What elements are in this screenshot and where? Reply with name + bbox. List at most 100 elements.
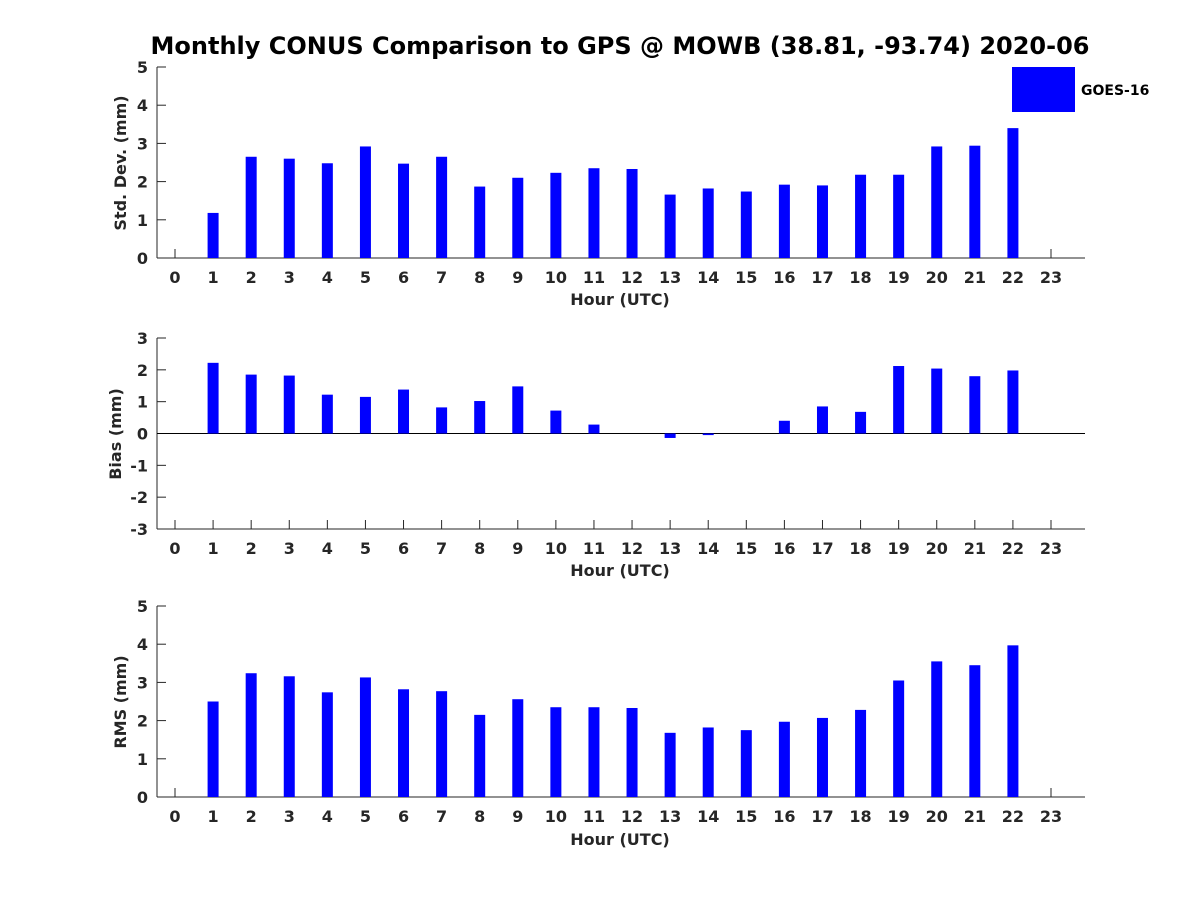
bar-hour-14 [702, 727, 714, 797]
x-tick-label: 1 [208, 539, 219, 558]
bar-hour-12 [626, 707, 638, 797]
x-tick-label: 18 [849, 539, 871, 558]
x-tick-label: 3 [284, 539, 295, 558]
y-tick-label: 0 [137, 425, 148, 444]
bar-hour-9 [512, 177, 524, 258]
x-axis-label: Hour (UTC) [570, 830, 670, 849]
x-tick-label: 15 [735, 268, 757, 287]
bar-hour-18 [855, 709, 867, 797]
x-tick-label: 3 [284, 268, 295, 287]
bar-hour-21 [969, 665, 981, 797]
x-tick-label: 14 [697, 268, 719, 287]
bar-hour-10 [550, 172, 562, 258]
x-tick-label: 16 [773, 539, 795, 558]
y-tick-label: 4 [137, 96, 148, 115]
bar-hour-7 [436, 691, 448, 797]
x-axis-label: Hour (UTC) [570, 290, 670, 309]
bar-hour-16 [778, 420, 790, 434]
x-tick-label: 16 [773, 268, 795, 287]
bar-hour-18 [855, 411, 867, 434]
x-tick-label: 4 [322, 268, 333, 287]
x-tick-label: 9 [512, 268, 523, 287]
x-tick-label: 2 [246, 807, 257, 826]
x-tick-label: 0 [169, 539, 180, 558]
bar-hour-20 [931, 368, 943, 434]
y-tick-label: 2 [137, 361, 148, 380]
y-tick-label: -2 [130, 488, 148, 507]
x-tick-label: 3 [284, 807, 295, 826]
legend-swatch [1012, 67, 1075, 112]
x-tick-label: 7 [436, 807, 447, 826]
x-tick-label: 11 [583, 807, 605, 826]
bar-hour-12 [626, 168, 638, 258]
x-tick-label: 5 [360, 539, 371, 558]
y-axis-label: Std. Dev. (mm) [111, 95, 130, 230]
x-tick-label: 10 [545, 268, 567, 287]
bar-hour-13 [664, 194, 676, 258]
x-tick-label: 6 [398, 807, 409, 826]
bar-hour-8 [474, 186, 486, 258]
bar-hour-13 [664, 732, 676, 797]
bar-hour-21 [969, 145, 981, 258]
x-tick-label: 19 [888, 539, 910, 558]
y-tick-label: 3 [137, 134, 148, 153]
x-tick-label: 21 [964, 807, 986, 826]
x-tick-label: 2 [246, 539, 257, 558]
chart-title: Monthly CONUS Comparison to GPS @ MOWB (… [151, 32, 1090, 60]
x-tick-label: 1 [208, 268, 219, 287]
x-tick-label: 8 [474, 268, 485, 287]
bar-hour-13 [664, 433, 676, 438]
x-tick-label: 14 [697, 807, 719, 826]
bar-hour-8 [474, 401, 486, 434]
x-tick-label: 19 [888, 268, 910, 287]
x-tick-label: 9 [512, 539, 523, 558]
bar-hour-2 [245, 374, 257, 434]
bar-hour-9 [512, 699, 524, 797]
x-tick-label: 10 [545, 807, 567, 826]
bar-hour-6 [398, 689, 410, 797]
x-tick-label: 19 [888, 807, 910, 826]
x-tick-label: 5 [360, 807, 371, 826]
y-tick-label: 5 [137, 597, 148, 616]
bar-hour-19 [893, 366, 905, 434]
x-tick-label: 10 [545, 539, 567, 558]
y-tick-label: 1 [137, 750, 148, 769]
x-tick-label: 4 [322, 807, 333, 826]
x-tick-label: 1 [208, 807, 219, 826]
bar-hour-22 [1007, 128, 1019, 258]
x-tick-label: 6 [398, 539, 409, 558]
x-tick-label: 22 [1002, 807, 1024, 826]
x-tick-label: 17 [811, 807, 833, 826]
bar-hour-7 [436, 156, 448, 258]
bar-hour-14 [702, 433, 714, 436]
bar-hour-6 [398, 163, 410, 258]
bar-hour-5 [359, 677, 371, 797]
x-tick-label: 21 [964, 268, 986, 287]
y-tick-label: 2 [137, 173, 148, 192]
bar-hour-21 [969, 376, 981, 434]
bar-hour-22 [1007, 645, 1019, 797]
x-tick-label: 17 [811, 268, 833, 287]
bar-hour-15 [740, 730, 752, 797]
y-tick-label: 4 [137, 635, 148, 654]
y-tick-label: -3 [130, 520, 148, 539]
x-tick-label: 23 [1040, 539, 1062, 558]
x-tick-label: 17 [811, 539, 833, 558]
x-tick-label: 11 [583, 268, 605, 287]
x-tick-label: 12 [621, 268, 643, 287]
bar-hour-4 [321, 163, 333, 258]
bar-hour-11 [588, 424, 600, 434]
bar-hour-10 [550, 410, 562, 434]
bar-hour-1 [207, 701, 219, 797]
x-tick-label: 6 [398, 268, 409, 287]
x-tick-label: 7 [436, 268, 447, 287]
bar-hour-3 [283, 676, 295, 797]
bar-hour-2 [245, 156, 257, 258]
x-axis-label: Hour (UTC) [570, 561, 670, 580]
bar-hour-14 [702, 188, 714, 258]
x-tick-label: 0 [169, 807, 180, 826]
x-tick-label: 14 [697, 539, 719, 558]
